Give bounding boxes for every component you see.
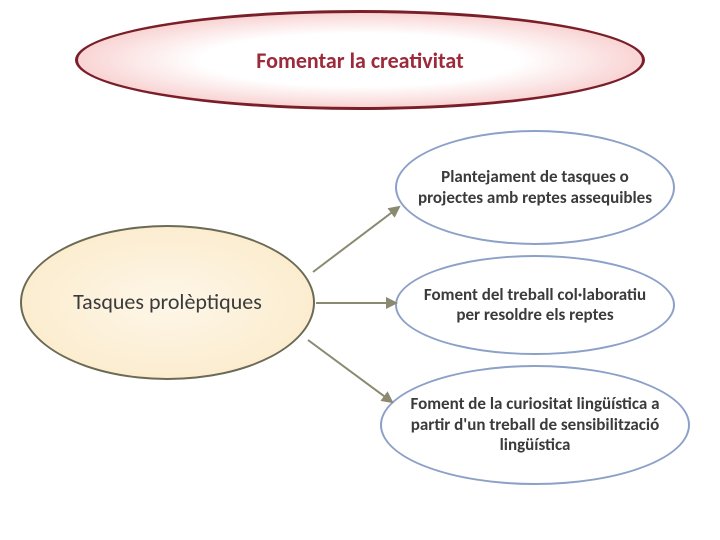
target3-text: Foment de la curiositat lingüística a pa… [402, 394, 668, 455]
target1-text: Plantejament de tasques o projectes amb … [417, 167, 653, 208]
title-node: Fomentar la creativitat [75, 10, 645, 110]
target-node-3: Foment de la curiositat lingüística a pa… [380, 365, 690, 485]
source-text: Tasques prolèptiques [73, 289, 262, 315]
target-node-2: Foment del treball col·laboratiu per res… [395, 255, 675, 355]
target2-text: Foment del treball col·laboratiu per res… [417, 285, 653, 326]
target-node-1: Plantejament de tasques o projectes amb … [395, 130, 675, 245]
source-node: Tasques prolèptiques [20, 225, 315, 380]
edge-3 [308, 340, 392, 402]
edge-1 [313, 207, 399, 272]
title-text: Fomentar la creativitat [256, 47, 463, 74]
